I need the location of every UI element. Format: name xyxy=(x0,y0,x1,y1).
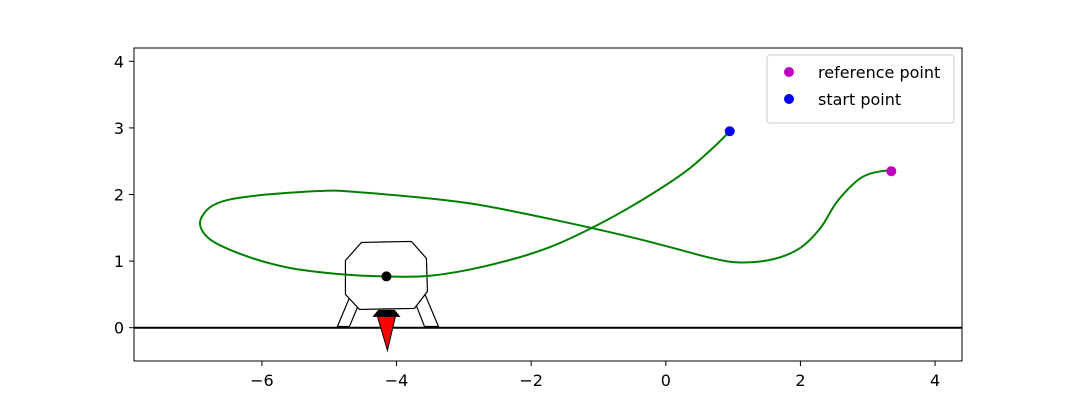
plot-area: −6 −4 −2 0 2 4 0 1 2 3 4 xyxy=(114,47,963,390)
x-tick-label: −6 xyxy=(250,371,274,390)
reference-point-marker xyxy=(886,166,897,177)
legend-label: start point xyxy=(818,90,901,109)
x-tick-label: 0 xyxy=(661,371,671,390)
trajectory-line xyxy=(199,130,892,278)
legend-label: reference point xyxy=(818,63,940,82)
x-tick-label: 4 xyxy=(930,371,940,390)
legend-box xyxy=(766,54,955,124)
axes-frame xyxy=(133,47,963,362)
lander-center-point xyxy=(381,271,392,282)
y-tick-label: 3 xyxy=(114,119,124,138)
y-tick-label: 2 xyxy=(114,186,124,205)
lander-nozzle xyxy=(372,309,401,317)
lander xyxy=(336,240,440,353)
y-tick-label: 0 xyxy=(114,319,124,338)
x-tick-label: −2 xyxy=(519,371,543,390)
plot-content xyxy=(134,126,962,353)
y-tick-label: 1 xyxy=(114,252,124,271)
x-tick-label: −4 xyxy=(385,371,409,390)
legend-marker xyxy=(784,94,794,104)
lander-flame xyxy=(376,315,397,353)
start-point-marker xyxy=(724,126,735,137)
x-tick-label: 2 xyxy=(795,371,805,390)
legend-marker xyxy=(784,67,794,77)
y-tick-label: 4 xyxy=(114,52,124,71)
legend: reference point start point xyxy=(766,54,955,124)
